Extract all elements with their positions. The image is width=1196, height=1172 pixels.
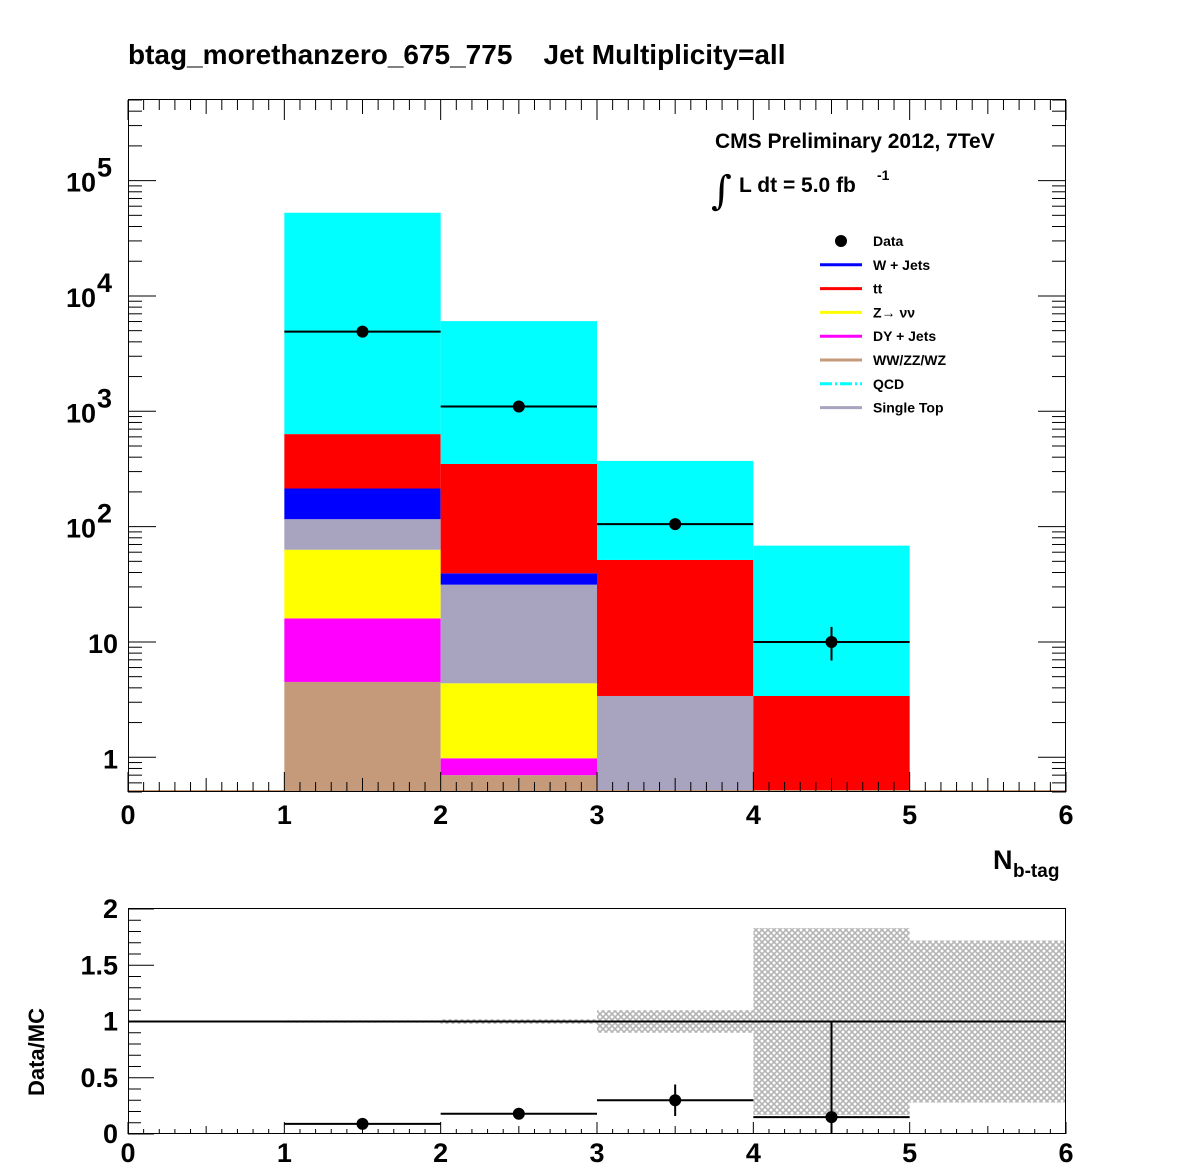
x-tick-label: 1 [277, 800, 292, 830]
ratio-point [512, 1107, 525, 1120]
legend-label: Data [873, 233, 904, 249]
bar-1-1 [284, 618, 441, 682]
bar-6-3 [597, 460, 754, 560]
data-point [825, 635, 838, 648]
legend-label: tt [873, 281, 883, 297]
x-tick-label: 2 [433, 800, 448, 830]
y-tick-label: 10 [66, 514, 96, 544]
ratio-x-tick-label: 0 [120, 1138, 135, 1168]
chart-title: btag_morethanzero_675_775 Jet Multiplici… [128, 39, 785, 70]
legend-label: Z→ νν [873, 304, 915, 320]
ratio-y-tick-label: 0.5 [80, 1063, 118, 1093]
ratio-y-tick-label: 2 [103, 894, 118, 924]
bar-1-2 [440, 758, 597, 776]
legend: Data W + Jets tt Z→ νν DY + Jets WW/ZZ/WZ QCD S… [820, 233, 947, 416]
lumi-exponent: -1 [877, 167, 890, 183]
data-point [669, 518, 682, 531]
legend-label: W + Jets [873, 257, 930, 273]
y-tick-label: 10 [66, 398, 96, 428]
legend-label: Single Top [873, 400, 944, 416]
legend-label: WW/ZZ/WZ [873, 352, 947, 368]
integral-symbol: ∫ [711, 168, 732, 214]
data-point [356, 325, 369, 338]
y-tick-exponent: 3 [97, 383, 112, 413]
x-tick-label: 3 [589, 800, 604, 830]
bar-3-3 [597, 695, 754, 792]
ratio-point [669, 1094, 682, 1107]
y-tick-exponent: 4 [97, 268, 112, 298]
main-data-points [284, 325, 910, 661]
data-point [512, 400, 525, 413]
x-tick-label: 4 [746, 800, 761, 830]
bar-4-2 [440, 573, 597, 585]
lumi-label: L dt = 5.0 fb [739, 174, 856, 197]
bar-6-1 [284, 212, 441, 435]
bar-4-1 [284, 488, 441, 520]
x-tick-label: 5 [902, 800, 917, 830]
ratio-x-tick-label: 3 [589, 1138, 604, 1168]
ratio-point [356, 1117, 369, 1130]
ratio-x-tick-label: 6 [1058, 1138, 1073, 1168]
main-stacked-bars [128, 212, 1066, 792]
ratio-y-tick-label: 0 [103, 1119, 118, 1149]
ratio-uncertainty-bands [128, 928, 1066, 1115]
bar-3-2 [440, 584, 597, 684]
bar-2-2 [440, 683, 597, 759]
y-tick-label: 10 [66, 283, 96, 313]
x-axis-label: N [993, 845, 1013, 875]
ratio-y-tick-label: 1.5 [80, 950, 118, 980]
bar-5-1 [284, 434, 441, 489]
bar-5-2 [440, 463, 597, 574]
ratio-x-tick-label: 5 [902, 1138, 917, 1168]
bar-5-3 [597, 559, 754, 696]
y-tick-exponent: 2 [97, 499, 112, 529]
y-tick-label: 10 [88, 629, 118, 659]
experiment-label: CMS Preliminary 2012, 7TeV [715, 130, 995, 153]
bar-6-2 [440, 321, 597, 464]
ratio-x-tick-label: 1 [277, 1138, 292, 1168]
ratio-data-points [284, 1021, 910, 1134]
legend-label: QCD [873, 376, 904, 392]
bar-5-4 [753, 695, 910, 792]
bar-2-1 [284, 549, 441, 619]
x-axis-label-subscript: b-tag [1013, 861, 1059, 882]
legend-label: DY + Jets [873, 328, 936, 344]
ratio-x-tick-label: 4 [746, 1138, 761, 1168]
ratio-point [825, 1111, 838, 1124]
y-tick-label: 1 [103, 744, 118, 774]
legend-marker-data [835, 235, 847, 247]
bar-6-4 [753, 545, 910, 696]
y-tick-label: 10 [66, 168, 96, 198]
ratio-x-tick-label: 2 [433, 1138, 448, 1168]
ratio-axis-ticks: 0 1 2 3 4 5 6 0 0.5 1 1.5 2 [80, 894, 1073, 1168]
y-tick-exponent: 5 [97, 153, 112, 183]
bar-0-1 [284, 681, 441, 792]
x-tick-label: 6 [1058, 800, 1073, 830]
ratio-y-axis-label: Data/MC [24, 1008, 49, 1096]
x-tick-label: 0 [120, 800, 135, 830]
ratio-y-tick-label: 1 [103, 1007, 118, 1037]
bar-3-1 [284, 519, 441, 550]
